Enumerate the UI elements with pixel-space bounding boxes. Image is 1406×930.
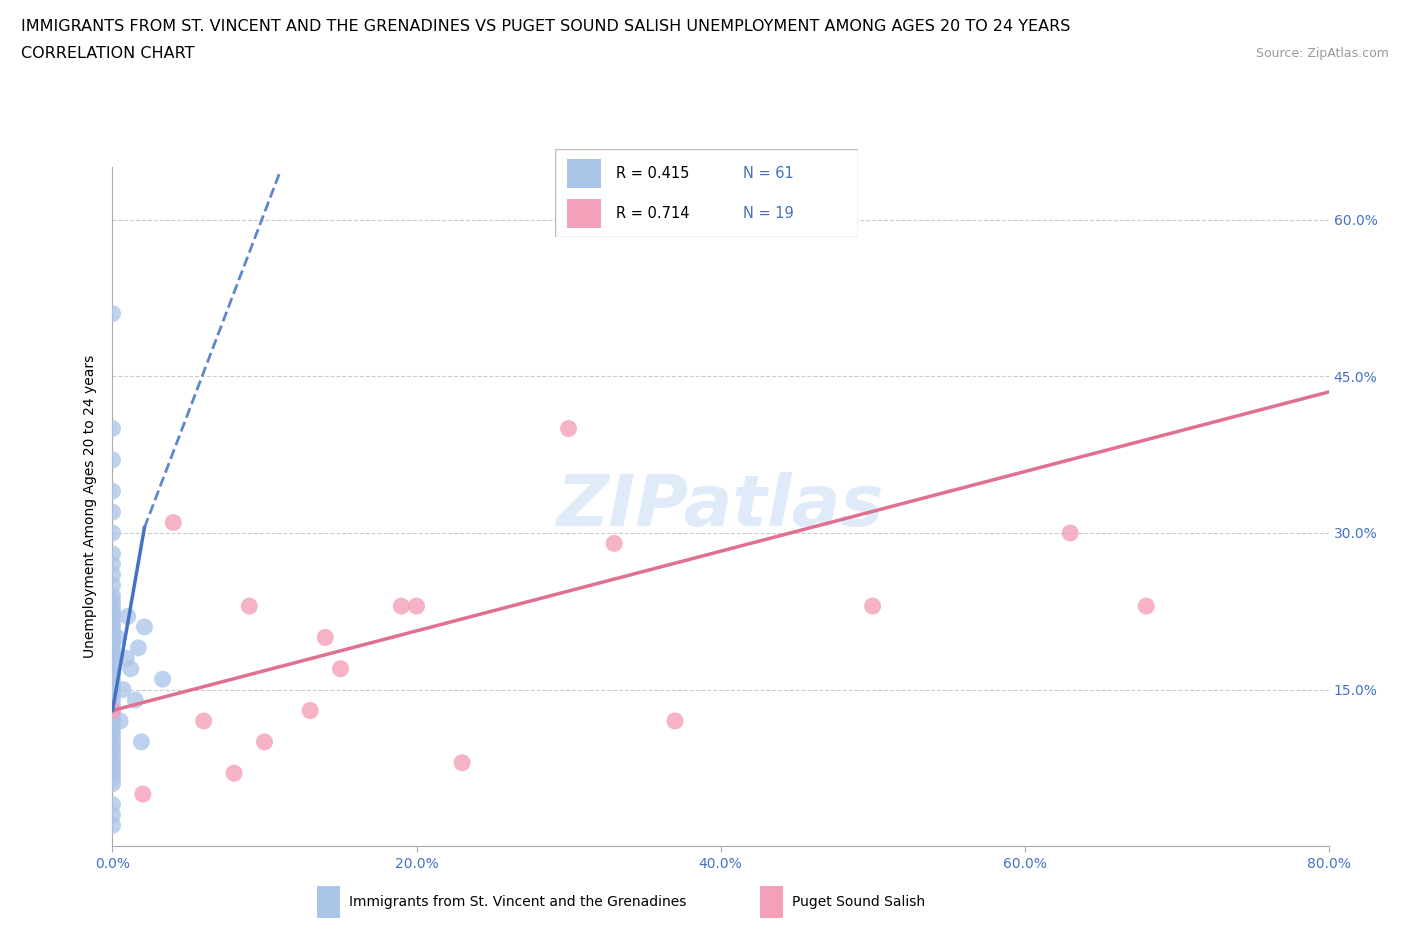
Text: CORRELATION CHART: CORRELATION CHART [21,46,194,61]
Point [101,484,124,498]
Text: R = 0.415: R = 0.415 [616,166,689,180]
Point [132,787,155,802]
Point [105,630,128,644]
Point [101,765,124,780]
FancyBboxPatch shape [568,199,600,228]
Point [101,709,124,724]
Point [101,599,124,614]
Point [101,306,124,321]
Point [389,599,412,614]
Text: Immigrants from St. Vincent and the Grenadines: Immigrants from St. Vincent and the Gren… [349,895,686,910]
Point [101,719,124,734]
Point [101,698,124,712]
Point [131,735,153,750]
Point [101,578,124,592]
Point [862,599,884,614]
Point [101,630,124,644]
Point [112,683,135,698]
FancyBboxPatch shape [555,149,858,237]
Point [101,677,124,692]
Point [101,735,124,750]
Point [152,671,174,686]
Point [101,609,124,624]
Point [253,735,276,750]
Point [117,609,139,624]
Point [193,713,215,728]
Point [101,547,124,562]
Point [603,536,626,551]
Y-axis label: Unemployment Among Ages 20 to 24 years: Unemployment Among Ages 20 to 24 years [83,355,97,658]
Text: Puget Sound Salish: Puget Sound Salish [792,895,925,910]
Point [101,656,124,671]
Point [101,755,124,770]
Point [101,625,124,640]
Point [101,588,124,603]
Point [101,751,124,765]
Point [101,645,124,660]
Point [120,661,142,676]
Text: N = 61: N = 61 [742,166,793,180]
Point [101,703,124,718]
Point [134,619,156,634]
Point [101,661,124,676]
Point [101,687,124,702]
Point [451,755,474,770]
Point [101,641,124,656]
FancyBboxPatch shape [568,158,600,188]
Text: Source: ZipAtlas.com: Source: ZipAtlas.com [1256,46,1389,60]
Point [299,703,322,718]
Point [222,765,246,780]
Point [101,745,124,760]
Point [101,593,124,608]
Point [101,807,124,822]
Text: IMMIGRANTS FROM ST. VINCENT AND THE GRENADINES VS PUGET SOUND SALISH UNEMPLOYMEN: IMMIGRANTS FROM ST. VINCENT AND THE GREN… [21,19,1070,33]
Point [101,777,124,791]
Point [124,693,146,708]
Point [101,452,124,467]
Point [127,641,149,656]
Point [329,661,352,676]
Point [101,557,124,572]
Point [101,667,124,682]
Point [101,421,124,436]
Point [101,729,124,744]
Point [405,599,427,614]
Point [101,703,124,718]
Point [314,630,336,644]
FancyBboxPatch shape [318,885,340,919]
Point [101,604,124,618]
Point [101,818,124,833]
Point [101,525,124,540]
Point [115,651,138,666]
Point [664,713,686,728]
Point [101,615,124,630]
Point [101,771,124,786]
Point [1135,599,1157,614]
Point [101,739,124,754]
Point [162,515,184,530]
Point [101,505,124,520]
Point [101,619,124,634]
Point [101,724,124,738]
FancyBboxPatch shape [761,885,783,919]
Point [101,671,124,686]
Point [238,599,260,614]
Point [101,761,124,776]
Point [108,713,131,728]
Text: ZIPatlas: ZIPatlas [557,472,884,541]
Point [101,693,124,708]
Point [1059,525,1081,540]
Text: N = 19: N = 19 [742,206,793,220]
Point [101,567,124,582]
Point [101,797,124,812]
Point [101,713,124,728]
Text: R = 0.714: R = 0.714 [616,206,689,220]
Point [101,651,124,666]
Point [557,421,579,436]
Point [101,683,124,698]
Point [101,635,124,650]
